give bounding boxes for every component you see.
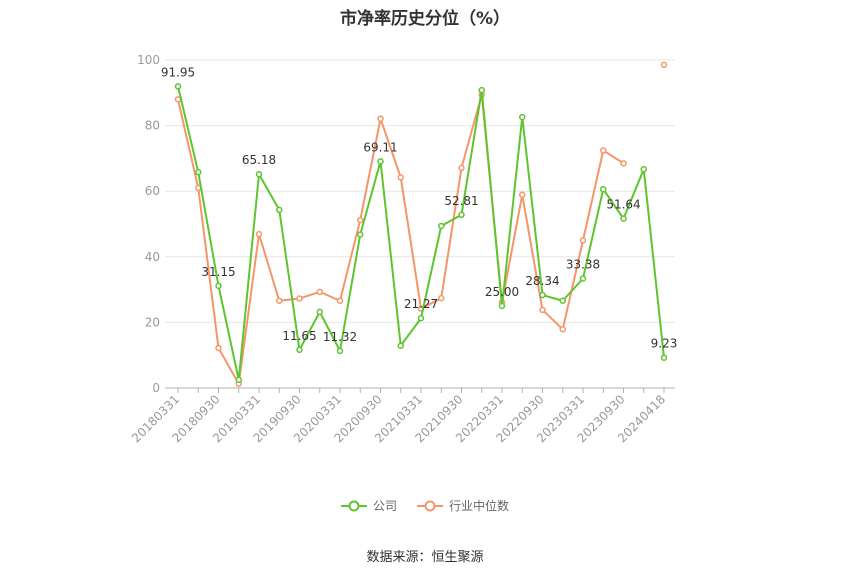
data-point <box>579 275 587 282</box>
data-point <box>255 230 263 238</box>
data-point <box>519 113 526 121</box>
series-line-company <box>177 86 665 381</box>
data-label: 91.95 <box>161 65 195 79</box>
label-layer: 91.95 31.15 65.18 11.65 11.32 69.11 21.27 52.81… <box>161 65 678 350</box>
legend-marker-icon <box>417 500 443 511</box>
data-point <box>276 297 283 305</box>
data-label: 33.38 <box>566 258 600 272</box>
data-point <box>377 158 384 165</box>
data-point <box>336 297 344 305</box>
data-point <box>438 222 445 230</box>
data-point <box>478 86 485 94</box>
legend-item-industry-median[interactable]: 行业中位数 <box>417 497 509 514</box>
data-point <box>215 344 222 352</box>
data-label: 65.18 <box>242 153 276 167</box>
data-label: 11.65 <box>282 329 316 343</box>
legend-label: 公司 <box>372 499 397 513</box>
data-point <box>235 376 242 384</box>
legend: 公司 行业中位数 <box>0 497 850 514</box>
data-label: 28.34 <box>525 274 559 288</box>
data-label: 31.15 <box>201 265 235 279</box>
data-label: 52.81 <box>444 194 478 208</box>
data-point <box>438 294 445 302</box>
data-point <box>539 306 546 314</box>
data-point <box>417 314 425 322</box>
data-point <box>296 346 303 354</box>
grid-layer <box>165 59 675 323</box>
data-point <box>660 354 668 361</box>
y-tick-label: 20 <box>145 315 160 329</box>
data-point <box>620 215 627 222</box>
data-point <box>316 288 323 296</box>
data-point <box>660 61 668 69</box>
y-tick-label: 80 <box>145 119 160 133</box>
data-point <box>559 297 566 305</box>
y-tick-label: 40 <box>145 250 160 264</box>
data-point <box>255 170 263 178</box>
data-point <box>539 291 546 299</box>
axis-layer: 0204060801002018033120180930201903312019… <box>129 53 675 445</box>
legend-item-company[interactable]: 公司 <box>340 497 397 514</box>
chart-title: 市净率历史分位（%） <box>339 9 511 29</box>
data-point <box>357 231 364 238</box>
data-point <box>296 295 303 302</box>
data-point <box>559 326 566 333</box>
data-label: 69.11 <box>363 140 397 154</box>
data-point <box>620 160 627 167</box>
series-layer <box>174 61 668 387</box>
data-point <box>316 308 323 316</box>
data-label: 11.32 <box>323 330 357 344</box>
data-point <box>498 302 506 310</box>
data-point <box>519 191 526 199</box>
y-tick-label: 100 <box>137 53 160 67</box>
legend-marker-icon <box>340 500 367 511</box>
data-point <box>174 83 182 90</box>
data-point <box>600 147 607 154</box>
data-point <box>640 165 647 173</box>
data-label: 25.00 <box>485 285 519 299</box>
data-point <box>215 282 222 290</box>
data-point <box>397 342 404 349</box>
y-tick-label: 0 <box>152 381 160 395</box>
y-tick-label: 60 <box>145 184 160 198</box>
legend-label: 行业中位数 <box>449 499 510 513</box>
data-point <box>458 211 465 219</box>
data-point <box>458 164 465 172</box>
data-point <box>377 115 384 122</box>
data-point <box>579 237 587 244</box>
data-label: 9.23 <box>651 337 678 351</box>
data-point <box>336 347 344 355</box>
data-point <box>195 168 202 176</box>
data-label: 21.27 <box>404 297 438 311</box>
data-label: 51.64 <box>606 198 640 212</box>
data-point <box>600 185 607 193</box>
data-point <box>276 206 283 214</box>
data-point <box>357 216 364 224</box>
data-point <box>397 174 404 181</box>
source-note: 数据来源：恒生聚源 <box>366 550 484 565</box>
